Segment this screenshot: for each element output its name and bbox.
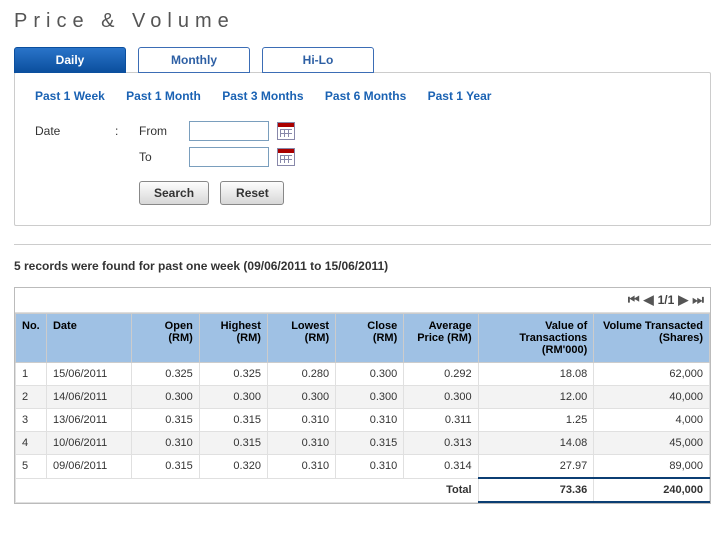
- col-no: No.: [16, 314, 47, 363]
- from-label: From: [139, 124, 189, 138]
- cell-no: 5: [16, 455, 47, 479]
- tab-hilo[interactable]: Hi-Lo: [262, 47, 374, 73]
- cell-high: 0.320: [199, 455, 267, 479]
- cell-avg: 0.314: [404, 455, 478, 479]
- col-low: Lowest (RM): [267, 314, 335, 363]
- result-message: 5 records were found for past one week (…: [14, 259, 711, 273]
- cell-val: 12.00: [478, 386, 594, 409]
- col-close: Close (RM): [336, 314, 404, 363]
- cell-open: 0.315: [131, 409, 199, 432]
- results-table: No. Date Open (RM) Highest (RM) Lowest (…: [15, 313, 710, 503]
- cell-val: 27.97: [478, 455, 594, 479]
- table-row: 214/06/20110.3000.3000.3000.3000.30012.0…: [16, 386, 710, 409]
- cell-avg: 0.300: [404, 386, 478, 409]
- col-avg: Average Price (RM): [404, 314, 478, 363]
- table-row: 509/06/20110.3150.3200.3100.3100.31427.9…: [16, 455, 710, 479]
- pager-page: 1/1: [658, 293, 675, 307]
- cell-low: 0.280: [267, 363, 335, 386]
- cell-open: 0.310: [131, 432, 199, 455]
- cell-high: 0.325: [199, 363, 267, 386]
- cell-date: 09/06/2011: [46, 455, 131, 479]
- col-high: Highest (RM): [199, 314, 267, 363]
- cell-val: 1.25: [478, 409, 594, 432]
- cell-no: 2: [16, 386, 47, 409]
- period-1year[interactable]: Past 1 Year: [428, 89, 492, 103]
- cell-avg: 0.313: [404, 432, 478, 455]
- search-button[interactable]: Search: [139, 181, 209, 205]
- to-label: To: [139, 150, 189, 164]
- total-volume: 240,000: [594, 478, 710, 502]
- cell-no: 3: [16, 409, 47, 432]
- from-input[interactable]: [189, 121, 269, 141]
- tab-daily[interactable]: Daily: [14, 47, 126, 73]
- reset-button[interactable]: Reset: [220, 181, 284, 205]
- tab-bar: Daily Monthly Hi-Lo: [14, 47, 711, 73]
- table-row: 115/06/20110.3250.3250.2800.3000.29218.0…: [16, 363, 710, 386]
- total-row: Total 73.36 240,000: [16, 478, 710, 502]
- tab-monthly[interactable]: Monthly: [138, 47, 250, 73]
- pager-last-icon[interactable]: ⏭: [692, 292, 704, 308]
- cell-close: 0.300: [336, 363, 404, 386]
- cell-high: 0.300: [199, 386, 267, 409]
- col-date: Date: [46, 314, 131, 363]
- cell-close: 0.300: [336, 386, 404, 409]
- filter-panel: Past 1 Week Past 1 Month Past 3 Months P…: [14, 72, 711, 226]
- period-links: Past 1 Week Past 1 Month Past 3 Months P…: [35, 89, 690, 103]
- cell-open: 0.300: [131, 386, 199, 409]
- cell-no: 1: [16, 363, 47, 386]
- divider: [14, 244, 711, 245]
- cell-high: 0.315: [199, 409, 267, 432]
- cell-date: 14/06/2011: [46, 386, 131, 409]
- cell-avg: 0.311: [404, 409, 478, 432]
- cell-low: 0.310: [267, 432, 335, 455]
- cell-val: 18.08: [478, 363, 594, 386]
- page-title: Price & Volume: [14, 10, 711, 33]
- to-input[interactable]: [189, 147, 269, 167]
- cell-low: 0.310: [267, 409, 335, 432]
- cell-vol: 4,000: [594, 409, 710, 432]
- period-6months[interactable]: Past 6 Months: [325, 89, 406, 103]
- total-value: 73.36: [478, 478, 594, 502]
- pager: ⏮ ◀ 1/1 ▶ ⏭: [15, 288, 710, 313]
- pager-first-icon[interactable]: ⏮: [628, 292, 640, 308]
- table-row: 410/06/20110.3100.3150.3100.3150.31314.0…: [16, 432, 710, 455]
- cell-no: 4: [16, 432, 47, 455]
- cell-low: 0.310: [267, 455, 335, 479]
- cell-date: 10/06/2011: [46, 432, 131, 455]
- calendar-icon[interactable]: [277, 148, 295, 166]
- calendar-icon[interactable]: [277, 122, 295, 140]
- cell-vol: 40,000: [594, 386, 710, 409]
- cell-val: 14.08: [478, 432, 594, 455]
- results-table-container: ⏮ ◀ 1/1 ▶ ⏭ No. Date Open (RM) Highest (…: [14, 287, 711, 504]
- total-label: Total: [16, 478, 479, 502]
- col-vol: Volume Transacted (Shares): [594, 314, 710, 363]
- cell-vol: 45,000: [594, 432, 710, 455]
- cell-close: 0.315: [336, 432, 404, 455]
- date-label: Date: [35, 124, 115, 138]
- cell-vol: 89,000: [594, 455, 710, 479]
- col-open: Open (RM): [131, 314, 199, 363]
- cell-avg: 0.292: [404, 363, 478, 386]
- date-colon: :: [115, 124, 139, 138]
- cell-low: 0.300: [267, 386, 335, 409]
- cell-close: 0.310: [336, 455, 404, 479]
- cell-vol: 62,000: [594, 363, 710, 386]
- cell-open: 0.315: [131, 455, 199, 479]
- cell-open: 0.325: [131, 363, 199, 386]
- table-row: 313/06/20110.3150.3150.3100.3100.3111.25…: [16, 409, 710, 432]
- cell-date: 13/06/2011: [46, 409, 131, 432]
- pager-next-icon[interactable]: ▶: [678, 292, 688, 308]
- period-3months[interactable]: Past 3 Months: [222, 89, 303, 103]
- period-1month[interactable]: Past 1 Month: [126, 89, 201, 103]
- col-val: Value of Transactions (RM'000): [478, 314, 594, 363]
- pager-prev-icon[interactable]: ◀: [644, 292, 654, 308]
- cell-date: 15/06/2011: [46, 363, 131, 386]
- cell-close: 0.310: [336, 409, 404, 432]
- period-1week[interactable]: Past 1 Week: [35, 89, 105, 103]
- cell-high: 0.315: [199, 432, 267, 455]
